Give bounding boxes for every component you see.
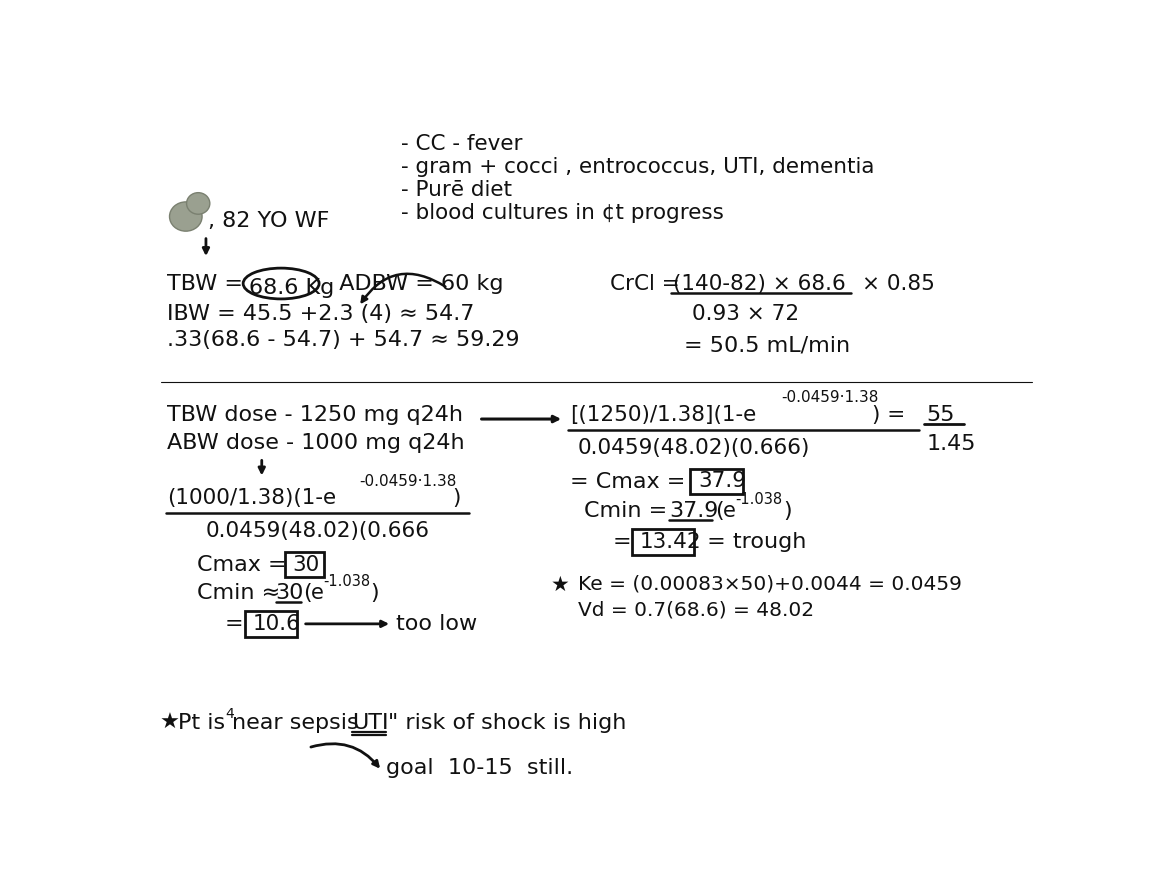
Text: .33(68.6 - 54.7) + 54.7 ≈ 59.29: .33(68.6 - 54.7) + 54.7 ≈ 59.29 bbox=[168, 329, 520, 350]
Text: 37.9: 37.9 bbox=[698, 471, 746, 491]
Text: TBW =: TBW = bbox=[168, 274, 243, 295]
Text: =: = bbox=[612, 532, 639, 552]
Text: = Cmax =: = Cmax = bbox=[570, 472, 693, 492]
Text: ABW dose - 1000 mg q24h: ABW dose - 1000 mg q24h bbox=[168, 433, 464, 453]
Bar bbox=[285, 552, 324, 577]
Text: - gram + cocci , entrococcus, UTI, dementia: - gram + cocci , entrococcus, UTI, demen… bbox=[402, 157, 875, 177]
Text: ): ) bbox=[783, 502, 792, 522]
Text: -0.0459·1.38: -0.0459·1.38 bbox=[781, 390, 879, 405]
Text: Vd = 0.7(68.6) = 48.02: Vd = 0.7(68.6) = 48.02 bbox=[579, 600, 814, 620]
Text: 55: 55 bbox=[927, 406, 956, 425]
Text: 0.0459(48.02)(0.666: 0.0459(48.02)(0.666 bbox=[206, 521, 430, 541]
Text: ★: ★ bbox=[551, 574, 569, 594]
Text: -0.0459·1.38: -0.0459·1.38 bbox=[360, 475, 456, 489]
Text: (1000/1.38)(1-e: (1000/1.38)(1-e bbox=[168, 489, 336, 509]
Bar bbox=[244, 611, 297, 637]
Text: too low: too low bbox=[396, 614, 477, 634]
Text: e: e bbox=[723, 502, 736, 522]
Bar bbox=[632, 529, 694, 555]
Text: 30: 30 bbox=[276, 583, 304, 603]
Text: Cmin =: Cmin = bbox=[584, 502, 674, 522]
Text: ADBW = 60 kg: ADBW = 60 kg bbox=[325, 274, 504, 295]
Text: - CC - fever: - CC - fever bbox=[402, 134, 523, 154]
Text: 68.6 Kg: 68.6 Kg bbox=[249, 278, 334, 298]
Ellipse shape bbox=[186, 192, 210, 214]
Text: ★: ★ bbox=[159, 713, 179, 733]
Text: goal  10-15  still.: goal 10-15 still. bbox=[385, 758, 573, 778]
Text: Cmin ≈: Cmin ≈ bbox=[197, 583, 288, 603]
Text: = trough: = trough bbox=[701, 532, 807, 552]
Text: 13.42: 13.42 bbox=[640, 532, 702, 552]
Text: ) =: ) = bbox=[873, 406, 913, 425]
Text: ): ) bbox=[370, 583, 378, 603]
Text: IBW = 45.5 +2.3 (4) ≈ 54.7: IBW = 45.5 +2.3 (4) ≈ 54.7 bbox=[168, 303, 475, 323]
Text: 4: 4 bbox=[226, 707, 234, 721]
Text: Ke = (0.00083×50)+0.0044 = 0.0459: Ke = (0.00083×50)+0.0044 = 0.0459 bbox=[579, 574, 961, 593]
Text: CrCl =: CrCl = bbox=[610, 274, 680, 295]
Text: (: ( bbox=[715, 502, 724, 522]
Text: (140-82) × 68.6: (140-82) × 68.6 bbox=[673, 274, 845, 295]
Text: near sepsis: near sepsis bbox=[233, 713, 365, 733]
Text: 30: 30 bbox=[293, 555, 320, 574]
Bar bbox=[690, 469, 743, 494]
Text: 0.0459(48.02)(0.666): 0.0459(48.02)(0.666) bbox=[579, 438, 810, 457]
Text: - Purē diet: - Purē diet bbox=[402, 180, 512, 200]
Text: =: = bbox=[226, 614, 251, 634]
Text: × 0.85: × 0.85 bbox=[863, 274, 935, 295]
Text: e: e bbox=[311, 583, 325, 603]
Ellipse shape bbox=[170, 202, 203, 231]
Text: ): ) bbox=[453, 489, 461, 509]
Text: Cmax =: Cmax = bbox=[197, 555, 293, 575]
Text: , 82 YO WF: , 82 YO WF bbox=[207, 212, 329, 231]
Text: 10.6: 10.6 bbox=[253, 614, 300, 634]
Text: UTI: UTI bbox=[352, 713, 388, 733]
Text: Pt is: Pt is bbox=[178, 713, 225, 733]
Text: = 50.5 mL/min: = 50.5 mL/min bbox=[684, 336, 850, 356]
Text: -1.038: -1.038 bbox=[324, 574, 371, 589]
Text: [(1250)/1.38](1-e: [(1250)/1.38](1-e bbox=[570, 406, 757, 425]
Text: (: ( bbox=[304, 583, 312, 603]
Text: TBW dose - 1250 mg q24h: TBW dose - 1250 mg q24h bbox=[168, 406, 463, 425]
Text: -1.038: -1.038 bbox=[736, 492, 782, 507]
Text: 37.9: 37.9 bbox=[669, 502, 719, 522]
Text: - blood cultures in ¢t progress: - blood cultures in ¢t progress bbox=[402, 204, 724, 224]
Text: 0.93 × 72: 0.93 × 72 bbox=[691, 303, 799, 323]
Text: " risk of shock is high: " risk of shock is high bbox=[388, 713, 626, 733]
Text: 1.45: 1.45 bbox=[927, 434, 977, 454]
